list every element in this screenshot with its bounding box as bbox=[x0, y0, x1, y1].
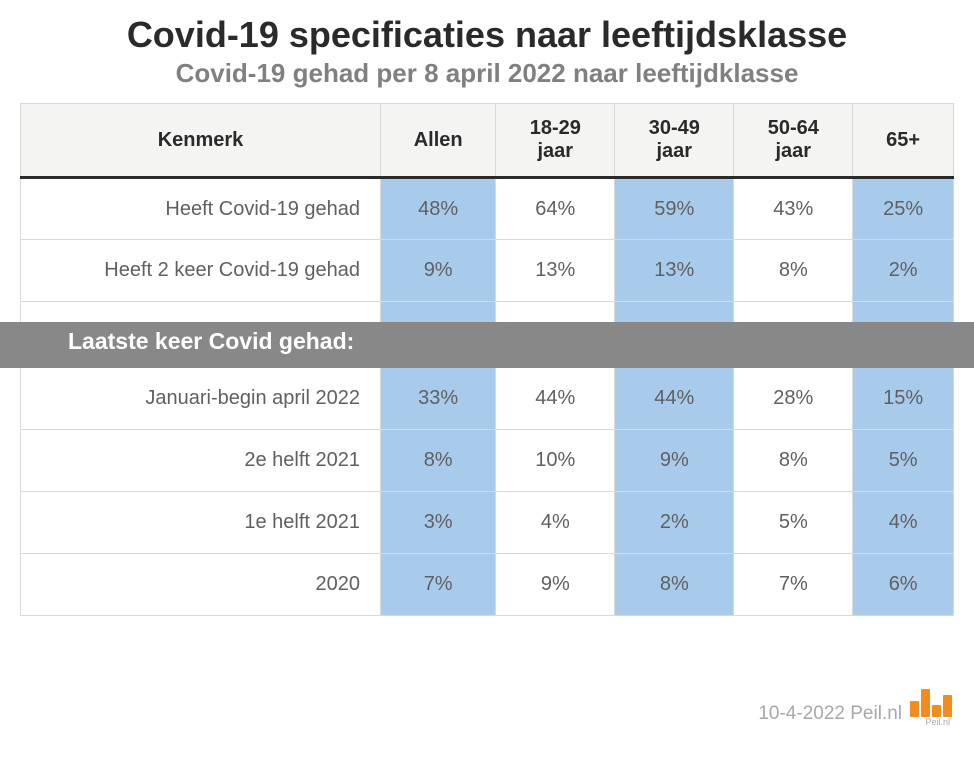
cell: 13% bbox=[496, 240, 615, 302]
cell: 4% bbox=[496, 492, 615, 554]
logo-subtext: Peil.nl bbox=[925, 717, 950, 727]
cell: 9% bbox=[496, 554, 615, 616]
cell: 59% bbox=[615, 178, 734, 240]
col-header-allen: Allen bbox=[381, 104, 496, 178]
col-header-kenmerk: Kenmerk bbox=[21, 104, 381, 178]
cell: 13% bbox=[615, 240, 734, 302]
section-label: Laatste keer Covid gehad: bbox=[68, 328, 354, 355]
table-row: 2e helft 2021 8% 10% 9% 8% 5% bbox=[21, 430, 954, 492]
table-row: 2020 7% 9% 8% 7% 6% bbox=[21, 554, 954, 616]
row-label: Heeft 2 keer Covid-19 gehad bbox=[21, 240, 381, 302]
table-body: Heeft Covid-19 gehad 48% 64% 59% 43% 25%… bbox=[21, 178, 954, 616]
footer: 10-4-2022 Peil.nl Peil.nl bbox=[758, 693, 952, 725]
table-row: Heeft Covid-19 gehad 48% 64% 59% 43% 25% bbox=[21, 178, 954, 240]
spacer-row bbox=[21, 302, 954, 322]
table-row: Heeft 2 keer Covid-19 gehad 9% 13% 13% 8… bbox=[21, 240, 954, 302]
cell: 7% bbox=[381, 554, 496, 616]
cell: 43% bbox=[734, 178, 853, 240]
row-label: Januari-begin april 2022 bbox=[21, 368, 381, 430]
col-header-50-64: 50-64jaar bbox=[734, 104, 853, 178]
row-label: 2020 bbox=[21, 554, 381, 616]
cell: 44% bbox=[496, 368, 615, 430]
cell: 33% bbox=[381, 368, 496, 430]
footer-text: 10-4-2022 Peil.nl bbox=[758, 703, 902, 725]
cell: 9% bbox=[381, 240, 496, 302]
col-header-65plus: 65+ bbox=[853, 104, 954, 178]
cell: 25% bbox=[853, 178, 954, 240]
cell: 7% bbox=[734, 554, 853, 616]
page-subtitle: Covid-19 gehad per 8 april 2022 naar lee… bbox=[20, 58, 954, 89]
cell: 8% bbox=[615, 554, 734, 616]
row-label: 1e helft 2021 bbox=[21, 492, 381, 554]
cell: 10% bbox=[496, 430, 615, 492]
table-header-row: Kenmerk Allen 18-29jaar 30-49jaar 50-64j… bbox=[21, 104, 954, 178]
cell: 6% bbox=[853, 554, 954, 616]
peil-logo-icon: Peil.nl bbox=[910, 693, 952, 725]
table-wrapper: Kenmerk Allen 18-29jaar 30-49jaar 50-64j… bbox=[20, 103, 954, 616]
cell: 9% bbox=[615, 430, 734, 492]
cell: 2% bbox=[615, 492, 734, 554]
cell: 28% bbox=[734, 368, 853, 430]
table-row: 1e helft 2021 3% 4% 2% 5% 4% bbox=[21, 492, 954, 554]
col-header-30-49: 30-49jaar bbox=[615, 104, 734, 178]
cell: 5% bbox=[853, 430, 954, 492]
cell: 4% bbox=[853, 492, 954, 554]
cell: 64% bbox=[496, 178, 615, 240]
row-label: 2e helft 2021 bbox=[21, 430, 381, 492]
table-row: Januari-begin april 2022 33% 44% 44% 28%… bbox=[21, 368, 954, 430]
cell: 2% bbox=[853, 240, 954, 302]
cell: 44% bbox=[615, 368, 734, 430]
table-header: Kenmerk Allen 18-29jaar 30-49jaar 50-64j… bbox=[21, 104, 954, 178]
cell: 3% bbox=[381, 492, 496, 554]
page-container: Covid-19 specificaties naar leeftijdskla… bbox=[0, 0, 974, 616]
cell: 8% bbox=[381, 430, 496, 492]
cell: 15% bbox=[853, 368, 954, 430]
cell: 8% bbox=[734, 240, 853, 302]
cell: 8% bbox=[734, 430, 853, 492]
page-title: Covid-19 specificaties naar leeftijdskla… bbox=[20, 14, 954, 56]
row-label: Heeft Covid-19 gehad bbox=[21, 178, 381, 240]
col-header-18-29: 18-29jaar bbox=[496, 104, 615, 178]
cell: 48% bbox=[381, 178, 496, 240]
cell: 5% bbox=[734, 492, 853, 554]
section-band: Laatste keer Covid gehad: bbox=[0, 322, 974, 368]
